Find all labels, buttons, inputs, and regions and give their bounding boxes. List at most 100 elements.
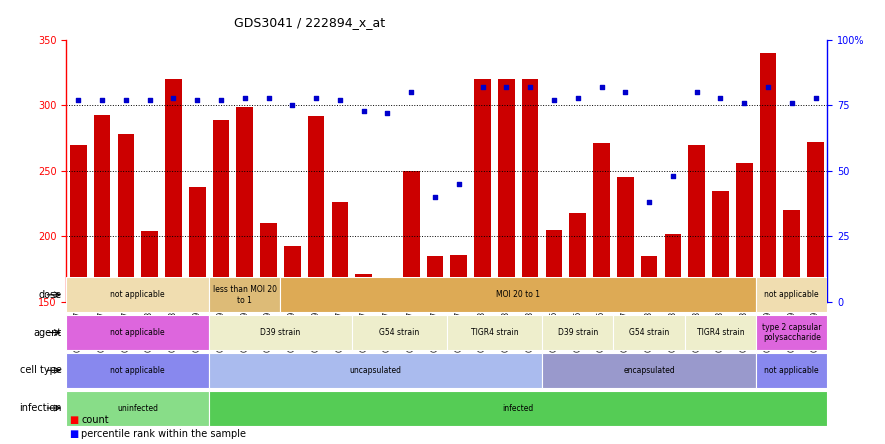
Bar — [66, 315, 209, 350]
Bar — [617, 178, 634, 302]
Text: count: count — [81, 415, 109, 424]
Bar — [542, 353, 756, 388]
Bar — [641, 256, 658, 302]
Point — [785, 99, 799, 107]
Bar — [542, 315, 613, 350]
Bar — [756, 278, 827, 312]
Point — [285, 102, 299, 109]
Bar — [209, 391, 827, 425]
Point — [642, 199, 656, 206]
Bar — [308, 116, 325, 302]
Point — [451, 180, 466, 187]
Point — [333, 97, 347, 104]
Bar — [260, 223, 277, 302]
Text: dose: dose — [39, 290, 62, 300]
Bar — [783, 210, 800, 302]
Bar — [284, 246, 301, 302]
Bar — [689, 145, 705, 302]
Bar — [94, 115, 111, 302]
Text: not applicable: not applicable — [111, 290, 165, 299]
Bar — [756, 353, 827, 388]
Bar — [281, 278, 756, 312]
Bar — [66, 391, 209, 425]
Point — [547, 97, 561, 104]
Point — [119, 97, 133, 104]
Point — [666, 173, 680, 180]
Point — [595, 83, 609, 91]
Text: D39 strain: D39 strain — [558, 328, 598, 337]
Point — [261, 94, 275, 101]
Text: TIGR4 strain: TIGR4 strain — [696, 328, 744, 337]
Point — [475, 83, 489, 91]
Bar — [118, 134, 135, 302]
Point — [761, 83, 775, 91]
Point — [238, 94, 252, 101]
Bar — [498, 79, 515, 302]
Bar — [450, 255, 467, 302]
Point — [357, 107, 371, 114]
Bar — [66, 353, 209, 388]
Bar — [665, 234, 681, 302]
Point — [428, 194, 442, 201]
Bar — [807, 142, 824, 302]
Bar — [685, 315, 756, 350]
Bar — [352, 315, 447, 350]
Text: agent: agent — [34, 328, 62, 337]
Text: percentile rank within the sample: percentile rank within the sample — [81, 429, 246, 439]
Point — [71, 97, 85, 104]
Point — [809, 94, 823, 101]
Bar — [403, 171, 419, 302]
Bar — [70, 145, 87, 302]
Point — [309, 94, 323, 101]
Text: infected: infected — [503, 404, 534, 412]
Bar — [236, 107, 253, 302]
Point — [523, 83, 537, 91]
Text: not applicable: not applicable — [765, 290, 820, 299]
Point — [214, 97, 228, 104]
Bar — [332, 202, 348, 302]
Text: not applicable: not applicable — [765, 366, 820, 375]
Bar — [209, 315, 352, 350]
Text: ■: ■ — [69, 429, 78, 439]
Bar — [736, 163, 752, 302]
Text: cell type: cell type — [20, 365, 62, 375]
Text: encapsulated: encapsulated — [623, 366, 675, 375]
Bar — [209, 353, 542, 388]
Bar — [759, 53, 776, 302]
Text: G54 strain: G54 strain — [629, 328, 669, 337]
Bar — [142, 231, 158, 302]
Text: TIGR4 strain: TIGR4 strain — [471, 328, 519, 337]
Text: less than MOI 20
to 1: less than MOI 20 to 1 — [212, 285, 277, 305]
Point — [142, 97, 157, 104]
Text: not applicable: not applicable — [111, 328, 165, 337]
Bar — [379, 295, 396, 302]
Point — [499, 83, 513, 91]
Text: not applicable: not applicable — [111, 366, 165, 375]
Point — [404, 89, 419, 96]
Point — [571, 94, 585, 101]
Text: uninfected: uninfected — [117, 404, 158, 412]
Bar — [356, 274, 372, 302]
Bar — [189, 186, 205, 302]
Text: GDS3041 / 222894_x_at: GDS3041 / 222894_x_at — [235, 16, 385, 28]
Bar — [474, 79, 491, 302]
Point — [95, 97, 109, 104]
Bar — [613, 315, 685, 350]
Bar — [209, 278, 281, 312]
Bar — [712, 190, 728, 302]
Bar — [427, 256, 443, 302]
Text: uncapsulated: uncapsulated — [350, 366, 402, 375]
Bar — [546, 230, 562, 302]
Point — [619, 89, 633, 96]
Text: infection: infection — [19, 403, 62, 413]
Point — [190, 97, 204, 104]
Point — [737, 99, 751, 107]
Bar — [66, 278, 209, 312]
Text: D39 strain: D39 strain — [260, 328, 301, 337]
Text: MOI 20 to 1: MOI 20 to 1 — [496, 290, 540, 299]
Bar — [212, 120, 229, 302]
Bar — [756, 315, 827, 350]
Text: type 2 capsular
polysaccharide: type 2 capsular polysaccharide — [762, 323, 821, 342]
Text: ■: ■ — [69, 415, 78, 424]
Bar — [569, 213, 586, 302]
